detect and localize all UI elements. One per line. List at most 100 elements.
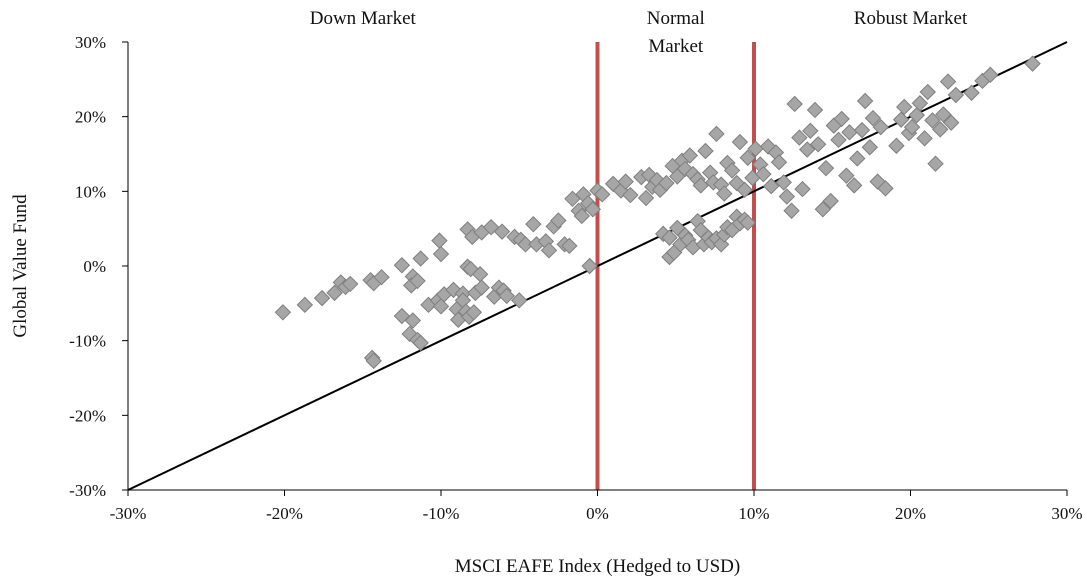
y-tick-label: -30%	[69, 481, 106, 500]
data-point	[498, 287, 515, 305]
data-point	[296, 296, 314, 314]
data-point	[770, 154, 788, 171]
data-point	[845, 177, 863, 194]
data-point	[872, 118, 889, 136]
data-point	[833, 110, 850, 128]
data-point	[465, 304, 483, 321]
data-point	[432, 298, 450, 315]
data-point	[274, 304, 292, 321]
data-point	[942, 114, 960, 131]
data-point	[697, 142, 714, 160]
y-tick-label: 10%	[75, 182, 106, 201]
data-point	[864, 109, 882, 127]
y-tick-label: 0%	[83, 257, 106, 276]
data-point	[903, 118, 921, 136]
data-point	[462, 260, 479, 278]
y-tick-label: 20%	[75, 108, 106, 127]
data-point	[540, 242, 558, 259]
data-point	[393, 257, 411, 274]
data-point	[593, 186, 611, 203]
data-point	[716, 185, 733, 202]
data-point	[982, 66, 999, 84]
data-point	[919, 83, 936, 101]
data-point	[802, 122, 819, 140]
data-point	[658, 174, 675, 192]
data-point	[916, 130, 933, 147]
data-point	[869, 173, 886, 190]
data-point	[778, 188, 796, 205]
data-point	[888, 137, 905, 154]
x-tick-label: -20%	[266, 504, 303, 523]
y-tick-label: -20%	[69, 406, 106, 425]
x-tick-label: 10%	[738, 504, 769, 523]
x-axis-title: MSCI EAFE Index (Hedged to USD)	[455, 556, 741, 577]
data-point	[849, 150, 866, 167]
data-point	[763, 177, 780, 195]
data-point	[861, 139, 879, 156]
data-point	[806, 101, 824, 119]
data-point	[1024, 55, 1041, 72]
data-point	[661, 229, 678, 246]
data-point	[838, 167, 855, 184]
data-point	[736, 181, 753, 199]
data-point	[892, 111, 910, 128]
y-tick-label: -10%	[69, 332, 106, 351]
data-point	[365, 352, 382, 370]
data-point	[935, 106, 952, 123]
region-label-line: Robust Market	[854, 8, 968, 29]
data-point	[908, 106, 925, 124]
data-point	[877, 180, 894, 197]
data-point	[731, 133, 749, 151]
region-label: Normal Market	[647, 8, 705, 57]
region-label: Down Market	[310, 8, 417, 29]
data-point	[404, 312, 422, 329]
data-point	[947, 86, 965, 104]
data-point	[809, 136, 827, 153]
axes	[122, 41, 1068, 496]
data-point	[794, 180, 811, 198]
data-point	[963, 84, 980, 101]
data-point	[313, 289, 331, 307]
data-point	[853, 121, 871, 139]
x-tick-label: 0%	[586, 504, 609, 523]
data-point	[932, 121, 949, 138]
data-point	[896, 98, 913, 116]
data-point	[517, 236, 534, 253]
data-point	[550, 212, 567, 229]
data-point	[525, 215, 542, 233]
y-tick-labels: 30% 20% 10% 0% -10% -20% -30%	[69, 33, 106, 500]
region-label-line: Down Market	[310, 8, 417, 29]
data-point	[393, 307, 411, 325]
x-tick-label: 30%	[1051, 504, 1082, 523]
region-labels: Down Market Normal Market Robust Market	[310, 8, 968, 57]
data-point	[817, 159, 835, 177]
data-point	[924, 112, 941, 129]
data-point	[412, 250, 429, 267]
data-point	[561, 237, 578, 255]
x-tick-label: -10%	[423, 504, 460, 523]
data-point	[783, 202, 800, 219]
region-label-line: Market	[648, 36, 704, 57]
data-point	[584, 201, 602, 218]
data-point	[432, 245, 450, 263]
region-label: Robust Market	[854, 8, 968, 29]
data-point	[493, 223, 511, 240]
data-point	[573, 207, 591, 225]
data-point	[431, 232, 448, 249]
data-point	[856, 92, 874, 110]
data-point	[927, 155, 944, 172]
data-point	[814, 201, 832, 218]
data-point	[581, 257, 598, 275]
data-point	[739, 214, 756, 231]
data-point	[622, 186, 639, 204]
data-point	[617, 173, 634, 190]
data-point	[412, 334, 429, 352]
data-point	[755, 165, 772, 183]
data-point	[739, 149, 756, 166]
data-point	[791, 129, 808, 146]
data-point	[473, 279, 490, 296]
data-point	[723, 162, 741, 179]
data-point	[342, 275, 359, 293]
data-point	[939, 73, 957, 90]
